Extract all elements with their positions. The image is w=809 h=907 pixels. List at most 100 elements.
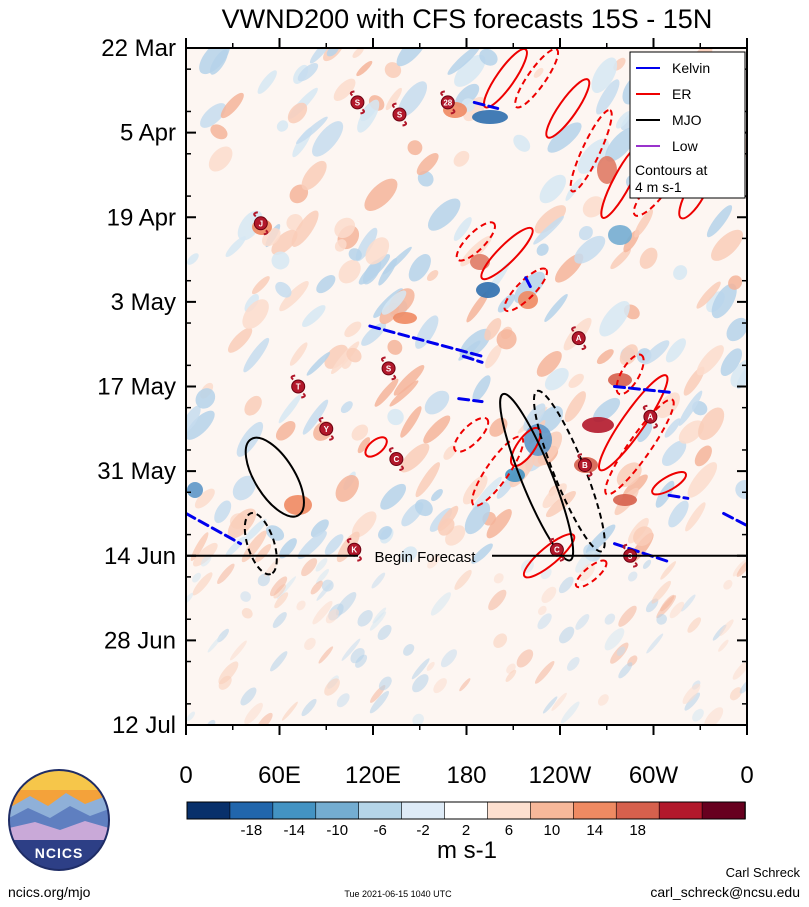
- storm-marker: J: [253, 211, 269, 236]
- anomaly-blob: [634, 209, 654, 238]
- anomaly-blob: [735, 480, 747, 499]
- anomaly-blob: [393, 365, 425, 396]
- anomaly-blob: [443, 445, 457, 460]
- anomaly-blob: [265, 525, 285, 541]
- storm-label: C: [554, 546, 560, 555]
- anomaly-blob: [195, 388, 216, 409]
- kelvin-contour: [613, 385, 674, 395]
- anomaly-blob: [287, 102, 308, 124]
- storm-label: S: [397, 110, 403, 119]
- anomaly-blob: [278, 394, 302, 424]
- anomaly-blob: [207, 635, 223, 653]
- anomaly-blob: [357, 437, 371, 454]
- anomaly-blob: [289, 342, 308, 366]
- anomaly-blob: [316, 582, 333, 601]
- anomaly-blob: [459, 678, 471, 692]
- colorbar-tick-label: 2: [462, 822, 470, 839]
- storm-swirl: [290, 374, 306, 399]
- anomaly-blob: [232, 475, 256, 501]
- colorbar-cell: [530, 801, 575, 820]
- anomaly-blob: [227, 508, 257, 539]
- storm-marker: S: [391, 102, 408, 127]
- colorbar-tick-label: 18: [629, 822, 646, 839]
- anomaly-blob: [351, 511, 377, 538]
- storm-marker: C: [549, 537, 565, 562]
- anomaly-blob: [692, 708, 704, 722]
- anomaly-blob: [333, 78, 356, 101]
- anomaly-blob: [694, 445, 712, 467]
- mjo-contour: [499, 392, 575, 562]
- anomaly-blob: [186, 711, 196, 721]
- anomaly-feature: [393, 312, 417, 324]
- anomaly-blob: [536, 243, 549, 256]
- anomaly-blob: [256, 712, 273, 725]
- er-contour: [574, 559, 608, 589]
- anomaly-blob: [534, 660, 555, 684]
- anomaly-blob: [616, 462, 642, 488]
- anomaly-blob: [558, 576, 574, 594]
- anomaly-blob: [488, 589, 507, 611]
- mjo-contour: [532, 389, 606, 553]
- kelvin-contour: [472, 100, 500, 110]
- legend-label: Low: [672, 138, 699, 154]
- anomaly-blob: [604, 613, 616, 625]
- anomaly-feature: [284, 495, 312, 515]
- anomaly-blob: [381, 290, 407, 315]
- anomaly-blob: [312, 121, 344, 157]
- storm-swirl: [381, 356, 397, 381]
- storm-label: K: [351, 546, 357, 555]
- anomaly-blob: [335, 592, 357, 616]
- storm-icon: [291, 379, 306, 394]
- anomaly-blob: [411, 658, 430, 680]
- anomaly-blob: [229, 640, 247, 661]
- anomaly-blob: [534, 205, 567, 234]
- er-contour: [364, 436, 388, 458]
- anomaly-blob: [382, 246, 412, 275]
- anomaly-blob: [200, 103, 227, 128]
- colorbar-tick-label: -6: [373, 822, 386, 839]
- legend-note-line2: 4 m s-1: [635, 179, 682, 195]
- anomaly-blob: [324, 678, 340, 696]
- anomaly-blob: [578, 563, 595, 581]
- anomaly-blob: [466, 290, 490, 323]
- storm-icon: [389, 452, 404, 467]
- anomaly-blob: [269, 576, 288, 597]
- anomaly-blob: [244, 293, 259, 313]
- author-email[interactable]: carl_schreck@ncsu.edu: [650, 884, 800, 900]
- anomaly-blob: [681, 594, 696, 612]
- anomaly-feature: [472, 110, 508, 124]
- anomaly-blob: [341, 638, 361, 661]
- anomaly-blob: [472, 375, 491, 402]
- anomaly-blob: [605, 127, 637, 162]
- anomaly-blob: [374, 378, 399, 407]
- storm-label: A: [647, 413, 653, 422]
- y-tick-label: 5 Apr: [120, 120, 176, 147]
- anomaly-blob: [244, 395, 262, 416]
- storm-label: S: [355, 98, 361, 107]
- anomaly-blob: [696, 281, 721, 309]
- anomaly-blob: [619, 344, 638, 366]
- anomaly-blob: [711, 283, 737, 319]
- anomaly-blob: [251, 276, 270, 295]
- anomaly-blob: [334, 239, 347, 252]
- site-link[interactable]: ncics.org/mjo: [8, 884, 91, 900]
- anomaly-blob: [326, 48, 339, 57]
- anomaly-blob: [704, 707, 724, 725]
- anomaly-blob: [651, 580, 672, 604]
- anomaly-blob: [642, 559, 652, 569]
- storm-swirl: [388, 447, 404, 472]
- colorbar-tick-label: -10: [326, 822, 348, 839]
- er-contour: [615, 353, 645, 396]
- anomaly-blob: [541, 586, 557, 604]
- storm-swirl: [577, 453, 593, 478]
- anomaly-blob: [424, 390, 450, 415]
- anomaly-blob: [417, 170, 434, 187]
- colorbar-cell: [444, 801, 489, 820]
- anomaly-blob: [728, 275, 743, 290]
- anomaly-blob: [560, 701, 580, 724]
- anomaly-blob: [217, 563, 235, 585]
- anomaly-blob: [730, 358, 747, 388]
- anomaly-feature: [597, 156, 617, 184]
- anomaly-blob: [720, 348, 743, 377]
- storm-marker: A: [642, 404, 658, 429]
